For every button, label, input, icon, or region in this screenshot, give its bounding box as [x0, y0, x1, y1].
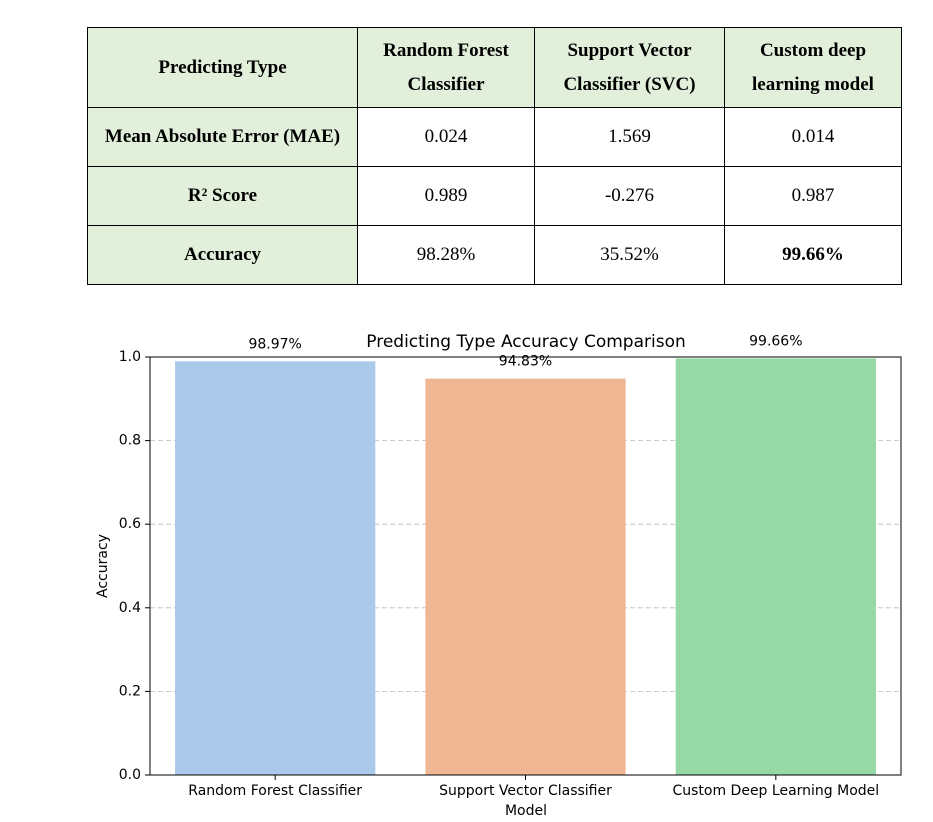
- table-cell: 98.28%: [357, 225, 535, 285]
- y-tick-label: 0.6: [119, 516, 141, 532]
- bar: [175, 361, 376, 775]
- bar: [675, 358, 876, 775]
- y-tick-label: 1.0: [119, 349, 141, 365]
- y-tick-label: 0.0: [119, 767, 141, 783]
- value-label: 99.66%: [749, 333, 802, 349]
- x-tick-label: Custom Deep Learning Model: [672, 783, 879, 799]
- bar: [425, 378, 626, 775]
- value-label: 94.83%: [499, 354, 552, 370]
- table-cell: 35.52%: [534, 225, 725, 285]
- y-axis-label: Accuracy: [95, 534, 111, 598]
- table-cell: Predicting Type: [87, 27, 358, 108]
- table-row: Predicting Type Random Forest Classifier S…: [87, 27, 902, 108]
- table-cell: Custom deep learning model: [724, 27, 902, 108]
- table-cell: Accuracy: [87, 225, 358, 285]
- y-tick-label: 0.4: [119, 600, 141, 616]
- table-cell: 99.66%: [724, 225, 902, 285]
- table-cell: Support Vector Classifier (SVC): [534, 27, 725, 108]
- plot-frame: [149, 356, 902, 776]
- y-tick-label: 0.8: [119, 433, 141, 449]
- table-row: Accuracy 98.28% 35.52% 99.66%: [87, 225, 902, 285]
- table-cell: 0.014: [724, 107, 902, 167]
- y-tick-label: 0.2: [119, 683, 141, 699]
- table-row: R² Score 0.989 -0.276 0.987: [87, 166, 902, 226]
- results-table: Predicting Type Random Forest Classifier S…: [87, 27, 902, 285]
- table-cell: R² Score: [87, 166, 358, 226]
- table-cell: 1.569: [534, 107, 725, 167]
- table-cell: 0.989: [357, 166, 535, 226]
- table-cell: 0.987: [724, 166, 902, 226]
- x-tick-label: Support Vector Classifier: [439, 783, 612, 799]
- x-axis-label: Model: [505, 803, 547, 819]
- value-label: 98.97%: [248, 336, 301, 352]
- chart-title: Predicting Type Accuracy Comparison: [366, 332, 686, 352]
- x-tick-label: Random Forest Classifier: [188, 783, 362, 799]
